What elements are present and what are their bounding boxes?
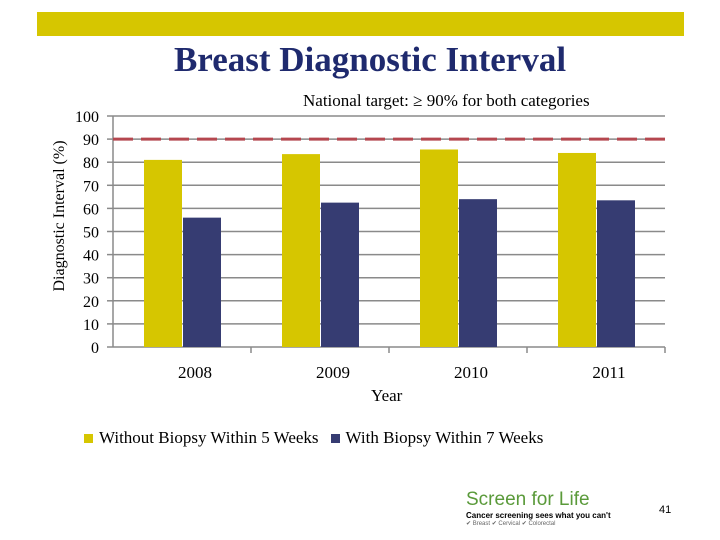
bar-without-biopsy-2008 bbox=[144, 159, 182, 347]
legend-label-with-biopsy: With Biopsy Within 7 Weeks bbox=[345, 428, 544, 447]
y-tick-label: 100 bbox=[75, 109, 99, 126]
x-axis-label: Year bbox=[371, 386, 403, 405]
y-tick-label: 80 bbox=[83, 155, 99, 172]
x-tick-label: 2010 bbox=[454, 363, 488, 382]
y-tick-label: 90 bbox=[83, 132, 99, 149]
y-tick-label: 60 bbox=[83, 201, 99, 218]
screen-for-life-logo: Screen for Life Cancer screening sees wh… bbox=[466, 489, 611, 527]
bar-without-biopsy-2011 bbox=[558, 152, 596, 347]
y-tick-label: 10 bbox=[83, 317, 99, 334]
legend-swatch-without-biopsy bbox=[84, 433, 93, 443]
header-bar bbox=[37, 12, 684, 36]
y-tick-label: 50 bbox=[83, 225, 99, 242]
x-tick-label: 2009 bbox=[316, 363, 350, 382]
logo-tagline: Cancer screening sees what you can't bbox=[466, 511, 611, 520]
bar-with-biopsy-2010 bbox=[459, 199, 497, 347]
legend: Without Biopsy Within 5 Weeks With Biops… bbox=[84, 428, 543, 448]
bar-without-biopsy-2009 bbox=[282, 154, 320, 347]
page-number: 41 bbox=[659, 504, 672, 516]
legend-swatch-with-biopsy bbox=[330, 433, 340, 443]
y-tick-label: 70 bbox=[83, 178, 99, 195]
bar-with-biopsy-2009 bbox=[321, 202, 359, 347]
bar-with-biopsy-2011 bbox=[597, 200, 635, 347]
page-title: Breast Diagnostic Interval bbox=[173, 40, 567, 79]
y-tick-label: 0 bbox=[91, 340, 99, 357]
bar-with-biopsy-2008 bbox=[183, 217, 221, 347]
x-tick-label: 2008 bbox=[178, 363, 212, 382]
y-tick-label: 30 bbox=[83, 271, 99, 288]
legend-label-without-biopsy: Without Biopsy Within 5 Weeks bbox=[99, 428, 319, 447]
logo-text: Screen for Life bbox=[466, 489, 590, 510]
y-tick-label: 20 bbox=[83, 294, 99, 311]
x-tick-label: 2011 bbox=[592, 363, 625, 382]
target-annotation: National target: ≥ 90% for both categori… bbox=[303, 91, 590, 110]
y-tick-label: 40 bbox=[83, 248, 99, 265]
logo-categories: ✔ Breast ✔ Cervical ✔ Colorectal bbox=[466, 521, 556, 527]
bar-without-biopsy-2010 bbox=[420, 149, 458, 347]
